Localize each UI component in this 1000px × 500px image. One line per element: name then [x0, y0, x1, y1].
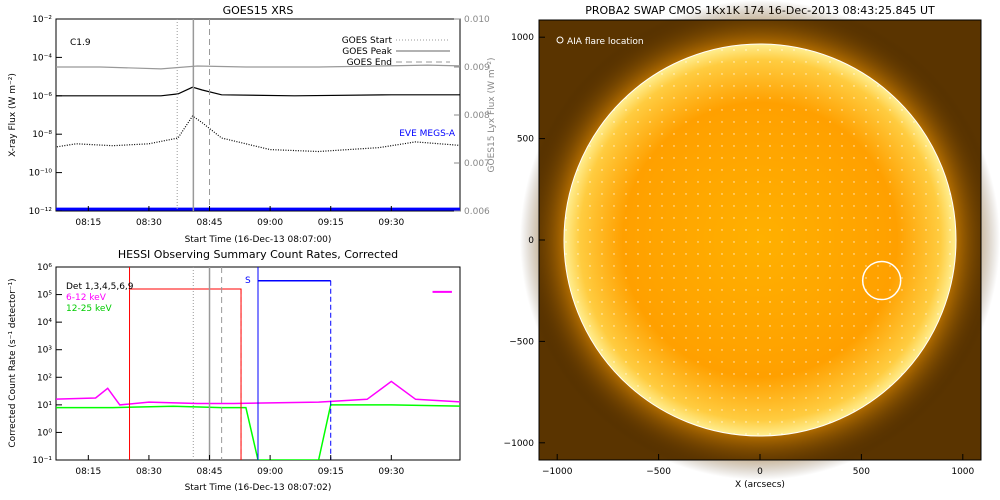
hessi-y-tick-label: 10⁶	[37, 263, 52, 273]
hessi-x-tick-label: 08:15	[75, 467, 101, 477]
swap-panel: PROBA2 SWAP CMOS 1Kx1K 174 16-Dec-2013 0…	[504, 0, 1000, 490]
goes-ylabel: X-ray Flux (W m⁻²)	[8, 73, 18, 157]
swap-x-tick-label: −500	[646, 467, 671, 477]
swap-y-tick-label: 0	[528, 236, 534, 246]
hessi-y-tick-label: 10³	[37, 346, 52, 356]
hessi-y-ticks: 10⁶ 10⁵ 10⁴ 10³ 10² 10¹ 10⁰ 10⁻¹	[32, 263, 62, 466]
goes-xlabel: Start Time (16-Dec-13 08:07:00)	[185, 235, 332, 245]
flare-location-marker	[861, 260, 902, 301]
goes-y-tick-label: 10⁻²	[32, 15, 52, 25]
swap-x-tick-label: 0	[757, 467, 763, 477]
goes-x-tick-label: 09:30	[378, 218, 404, 228]
swap-y-tick-label: −1000	[504, 439, 535, 449]
goes-eve-annotation: EVE MEGS-A	[399, 129, 456, 139]
goes-x-tick-label: 09:15	[318, 218, 344, 228]
legend-12-25-kev: 12-25 keV	[66, 304, 112, 314]
hessi-y-tick-label: 10¹	[37, 401, 52, 411]
hessi-flags	[129, 267, 452, 460]
goes-x-tick-label: 08:30	[136, 218, 162, 228]
hessi-y-tick-label: 10⁴	[37, 318, 52, 328]
goes-y2-tick-label: 0.006	[464, 207, 490, 217]
hessi-series-1	[56, 404, 460, 460]
goes-y2-tick-label: 0.007	[464, 159, 490, 169]
hessi-x-ticks: 08:15 08:30 08:45 09:00 09:15 09:30	[75, 455, 405, 477]
goes-y2-tick-label: 0.008	[464, 111, 490, 121]
swap-x-tick-label: 1000	[951, 467, 974, 477]
hessi-ylabel: Corrected Count Rate (s⁻¹ detector⁻¹)	[8, 278, 18, 447]
goes-y-tick-label: 10⁻⁸	[32, 130, 52, 140]
swap-x-tick-label: 500	[853, 467, 870, 477]
goes-legend: GOES Start GOES Peak GOES End	[342, 36, 450, 68]
legend-6-12-kev: 6-12 keV	[66, 293, 107, 303]
hessi-x-tick-label: 08:45	[197, 467, 223, 477]
goes-y2label: GOES15 Lyx Flux (W m⁻²)	[487, 58, 497, 173]
hessi-x-tick-label: 09:30	[378, 467, 404, 477]
goes-plot-frame	[55, 18, 461, 212]
hessi-y-tick-label: 10⁻¹	[32, 456, 52, 466]
hessi-x-tick-label: 09:00	[257, 467, 283, 477]
hessi-flag-red	[129, 288, 242, 460]
swap-y-tick-label: 500	[517, 135, 534, 145]
goes-series-group	[56, 64, 460, 211]
goes-series-0	[56, 64, 460, 70]
swap-legend-label: AIA flare location	[567, 37, 644, 47]
goes-y-tick-label: 10⁻⁴	[32, 53, 52, 63]
hessi-series-group	[56, 380, 460, 460]
hessi-x-tick-label: 09:15	[318, 467, 344, 477]
goes-x-ticks: 08:15 08:30 08:45 09:00 09:15 09:30	[75, 206, 405, 228]
goes-title: GOES15 XRS	[223, 4, 294, 17]
hessi-x-tick-label: 08:30	[136, 467, 162, 477]
swap-xlabel: X (arcsecs)	[735, 480, 785, 490]
hessi-panel: HESSI Observing Summary Count Rates, Cor…	[8, 248, 461, 493]
swap-x-tick-label: −1000	[542, 467, 573, 477]
flare-legend-symbol	[556, 36, 564, 44]
goes-x-tick-label: 09:00	[257, 218, 283, 228]
hessi-s-annotation: S	[245, 276, 251, 286]
hessi-y-tick-label: 10⁰	[37, 428, 52, 438]
swap-y-ticks: 1000 500 0 −500 −1000	[504, 33, 545, 449]
swap-limb	[563, 43, 957, 437]
goes-event-lines	[176, 19, 211, 211]
hessi-y-tick-label: 10²	[37, 373, 52, 383]
goes-series-2	[56, 115, 460, 153]
goes-y-ticks: 10⁻² 10⁻⁴ 10⁻⁶ 10⁻⁸ 10⁻¹⁰ 10⁻¹²	[29, 15, 62, 217]
goes-y2-ticks: 0.010 0.009 0.008 0.007 0.006	[454, 15, 490, 217]
goes-y-tick-label: 10⁻¹²	[29, 207, 53, 217]
goes-series-1	[56, 86, 460, 97]
goes-y2-tick-label: 0.009	[464, 63, 490, 73]
legend-goes-peak: GOES Peak	[342, 47, 392, 57]
goes-class-label: C1.9	[70, 38, 91, 48]
swap-y-tick-label: −500	[509, 337, 534, 347]
goes-y2-tick-label: 0.010	[464, 15, 490, 25]
goes-x-tick-label: 08:45	[197, 218, 223, 228]
hessi-title: HESSI Observing Summary Count Rates, Cor…	[118, 248, 398, 261]
goes-y-tick-label: 10⁻¹⁰	[29, 169, 53, 179]
hessi-legend: Det 1,3,4,5,6,9 6-12 keV 12-25 keV	[66, 282, 134, 314]
goes-panel: GOES15 XRS C1.9 GOES Start GOES Peak GOE…	[8, 4, 497, 245]
swap-y-tick-label: 1000	[511, 33, 534, 43]
legend-detectors: Det 1,3,4,5,6,9	[66, 282, 134, 292]
goes-y-tick-label: 10⁻⁶	[32, 92, 52, 102]
swap-grid-dots	[564, 44, 956, 436]
goes-x-tick-label: 08:15	[75, 218, 101, 228]
legend-goes-start: GOES Start	[342, 36, 393, 46]
hessi-xlabel: Start Time (16-Dec-13 08:07:02)	[185, 483, 332, 493]
hessi-y-tick-label: 10⁵	[37, 291, 52, 301]
hessi-series-0	[56, 380, 460, 406]
swap-x-ticks: −1000 −500 0 500 1000	[542, 454, 975, 477]
legend-goes-end: GOES End	[347, 58, 392, 68]
